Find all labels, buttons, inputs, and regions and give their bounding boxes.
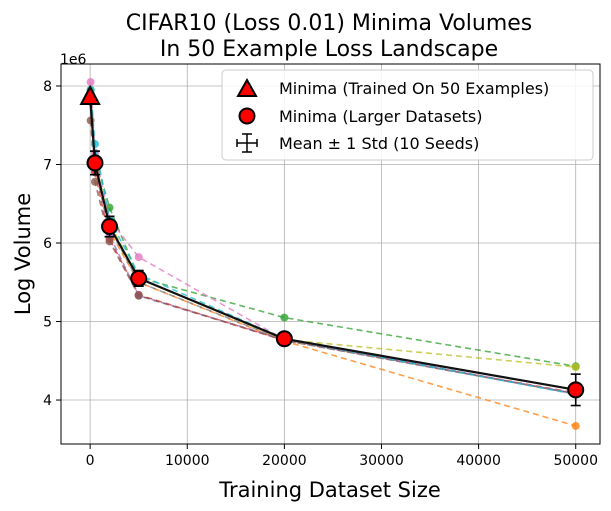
- legend-triangle-marker: [236, 77, 258, 97]
- legend-larger-label: Minima (Larger Datasets): [279, 107, 482, 126]
- y-tick-label: 5: [43, 315, 52, 331]
- legend-box: [221, 69, 594, 161]
- seed-8-line: [89, 93, 576, 395]
- seed-6-line: [89, 120, 576, 395]
- mean-point: [567, 381, 585, 399]
- y-scale-label: 1e6: [60, 52, 87, 68]
- seed-3-point: [280, 313, 289, 322]
- legend-errorbar-marker: [236, 133, 258, 153]
- x-tick-label: 40000: [456, 453, 501, 469]
- y-axis-label: Log Volume: [11, 193, 35, 315]
- chart-title-line-2: In 50 Example Loss Landscape: [160, 37, 498, 62]
- chart-title-line-1: CIFAR10 (Loss 0.01) Minima Volumes: [126, 11, 533, 36]
- x-axis-label: Training Dataset Size: [218, 478, 441, 502]
- seed-10-point: [90, 140, 99, 149]
- seed-2-line: [89, 97, 576, 427]
- seed-2-point: [571, 421, 580, 430]
- legend: Minima (Trained On 50 Examples) Minima (…: [221, 69, 594, 161]
- mean-point: [86, 154, 104, 172]
- seed-6-point: [105, 237, 114, 246]
- legend-circle-marker: [238, 107, 256, 125]
- x-tick-label: 50000: [553, 453, 598, 469]
- x-tick-label: 10000: [165, 453, 210, 469]
- seed-7-point: [134, 253, 143, 262]
- x-tick-label: 0: [86, 453, 95, 469]
- mean-point: [101, 218, 119, 236]
- mean-point: [275, 330, 293, 348]
- seed-9-point: [571, 363, 580, 372]
- x-tick-label: 20000: [262, 453, 307, 469]
- y-tick-label: 4: [43, 393, 52, 409]
- axis-ticks: 0 10000 20000 30000 40000 50000 4 5 6 7 8: [43, 79, 598, 469]
- mean-point: [130, 269, 148, 287]
- mean-series: [79, 84, 585, 407]
- y-tick-label: 7: [43, 157, 52, 173]
- seed-6-point: [90, 177, 99, 186]
- trained-minima-marker: [79, 84, 101, 105]
- y-tick-label: 6: [43, 236, 52, 252]
- seed-6-point: [134, 291, 143, 300]
- legend-mean-label: Mean ± 1 Std (10 Seeds): [279, 134, 479, 153]
- y-tick-label: 8: [43, 79, 52, 95]
- legend-trained-label: Minima (Trained On 50 Examples): [279, 79, 549, 98]
- seed-7-point: [86, 78, 95, 87]
- plot-frame: [60, 63, 601, 445]
- chart-title: CIFAR10 (Loss 0.01) Minima Volumes In 50…: [126, 11, 533, 62]
- x-tick-label: 30000: [359, 453, 404, 469]
